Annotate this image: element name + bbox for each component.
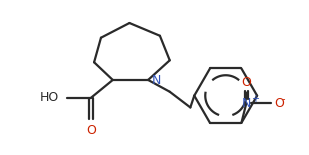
Text: O: O	[274, 97, 284, 110]
Text: N: N	[242, 97, 251, 110]
Text: +: +	[251, 94, 259, 104]
Text: HO: HO	[40, 91, 59, 104]
Text: O: O	[86, 124, 96, 137]
Text: O: O	[241, 77, 251, 89]
Text: -: -	[282, 94, 285, 104]
Text: N: N	[152, 74, 161, 87]
